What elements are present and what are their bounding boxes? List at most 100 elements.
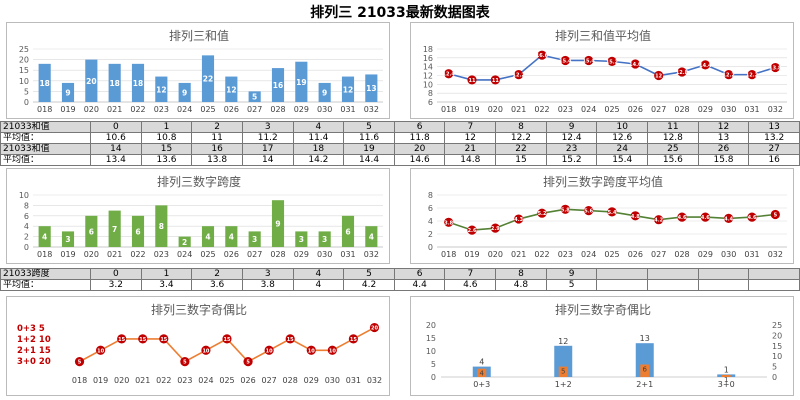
x-tick-label: 031	[346, 376, 361, 385]
table-cell: 14.8	[444, 154, 497, 166]
x-tick-label: 027	[247, 250, 262, 259]
data-label: 20	[86, 77, 96, 86]
row-label: 21033跨度	[0, 268, 91, 280]
data-label: 15	[118, 337, 125, 343]
point	[348, 334, 358, 344]
table-cell: 11	[191, 132, 243, 144]
data-label: 4.6	[748, 215, 757, 221]
table-cell: 15.6	[647, 154, 699, 166]
x-tick-label: 023	[154, 250, 169, 259]
x-tick-label: 032	[768, 250, 783, 259]
y-tick-label: 0	[24, 243, 29, 252]
bar	[85, 59, 98, 102]
data-label: 15	[160, 337, 167, 343]
table-cell: 4.8	[495, 279, 547, 291]
table-cell: 3	[241, 121, 294, 133]
bar	[341, 76, 355, 102]
x-tick-label: 029	[698, 105, 713, 114]
table-cell: 15.4	[596, 154, 649, 166]
table-cell: 5	[343, 121, 395, 133]
table-cell: 7	[444, 121, 497, 133]
x-tick-label: 027	[261, 376, 276, 385]
series-line	[79, 326, 375, 363]
x-tick-label: 028	[674, 250, 689, 259]
x-tick-label: 022	[130, 250, 145, 259]
table-cell: 16	[191, 143, 243, 155]
x-tick-label: 029	[294, 250, 309, 259]
x-tick-label: 031	[340, 250, 355, 259]
table-cell: 25	[647, 143, 699, 155]
data-label: 4	[369, 233, 374, 242]
span-average-table: 21033跨度 0 1 2 3 4 5 6 7 8 9 平均值： 3.2 3.4 3.6 3.8 4 4.2 4.4…	[0, 268, 800, 291]
point	[630, 211, 640, 221]
odd-even-bar-chart: 排列三数字奇偶比 0 5 10 15 20 0 5 10 15 20 25 4 4 0+3 12 5 1+2 13 6…	[410, 296, 794, 396]
x-tick-label: 019	[464, 250, 479, 259]
data-label: 12.2	[512, 73, 525, 79]
bar	[108, 210, 121, 247]
sum-average-line-chart: 排列三和值平均值 6 8 10 12 14 16 18 12.4 018 11 019 11 020 12.…	[410, 22, 794, 119]
bar	[38, 226, 51, 247]
point	[74, 357, 85, 367]
data-label: 2.6	[468, 228, 477, 234]
chart-svg: 排列三和值平均值68101214161812.4018110191102012.…	[423, 28, 787, 114]
chart-title: 排列三数字跨度平均值	[543, 174, 663, 189]
table-cell: 24	[596, 143, 649, 155]
x-tick-label: 032	[364, 250, 379, 259]
data-label: 4.6	[701, 215, 710, 221]
x-tick-label: 024	[581, 105, 596, 114]
point	[490, 75, 500, 85]
point	[201, 345, 211, 355]
chart-title: 排列三和值平均值	[555, 28, 651, 43]
data-label: 12	[655, 74, 662, 80]
bar	[558, 366, 568, 377]
data-label: 16.6	[536, 53, 549, 59]
data-label: 3.8	[444, 220, 453, 226]
x-tick-label: 021	[511, 105, 526, 114]
data-label: 5	[774, 213, 778, 219]
x-tick-label: 030	[721, 250, 736, 259]
point	[327, 345, 337, 355]
x-tick-label: 018	[37, 250, 52, 259]
table-cell: 12	[697, 121, 750, 133]
data-label: 5	[183, 360, 187, 366]
table-cell: 5	[343, 268, 395, 280]
data-label: 11	[492, 78, 499, 84]
x-tick-label: 024	[581, 250, 596, 259]
table-row: 平均值： 3.2 3.4 3.6 3.8 4 4.2 4.4 4.6 4.8 5	[0, 279, 800, 291]
point	[222, 334, 232, 344]
x-tick-label: 024	[177, 250, 192, 259]
bar	[295, 231, 308, 247]
point	[770, 209, 780, 220]
table-cell: 0	[90, 121, 142, 133]
point	[514, 214, 524, 224]
table-cell: 3.6	[191, 279, 243, 291]
row-label: 21033和值	[0, 143, 91, 155]
table-cell: 9	[545, 121, 598, 133]
x-tick-label: 023	[154, 105, 169, 114]
row-label: 平均值：	[0, 132, 91, 144]
data-label: 4.3	[514, 217, 523, 223]
y-tick-label: 10	[19, 191, 29, 200]
data-label: 14.6	[629, 62, 642, 68]
x-tick-label: 032	[768, 105, 783, 114]
table-cell: 11.4	[292, 132, 345, 144]
x-tick-label: 031	[744, 250, 759, 259]
table-cell: 15.2	[545, 154, 598, 166]
data-label: 18	[39, 79, 49, 88]
y-tick-label: 6	[428, 204, 433, 213]
data-label: 15	[224, 337, 231, 343]
bar	[248, 91, 261, 102]
y-tick-label: 5	[24, 87, 29, 96]
table-cell: 19	[343, 143, 395, 155]
x-tick-label: 026	[628, 105, 643, 114]
data-label: 4	[480, 370, 485, 378]
point	[306, 345, 316, 355]
x-tick-label: 0+3	[473, 380, 490, 389]
x-tick-label: 029	[698, 250, 713, 259]
table-cell: 6	[393, 121, 446, 133]
data-label: 15	[287, 337, 294, 343]
point	[180, 357, 190, 367]
point	[724, 213, 734, 223]
table-cell	[748, 279, 800, 291]
x-tick-label: 029	[304, 376, 319, 385]
